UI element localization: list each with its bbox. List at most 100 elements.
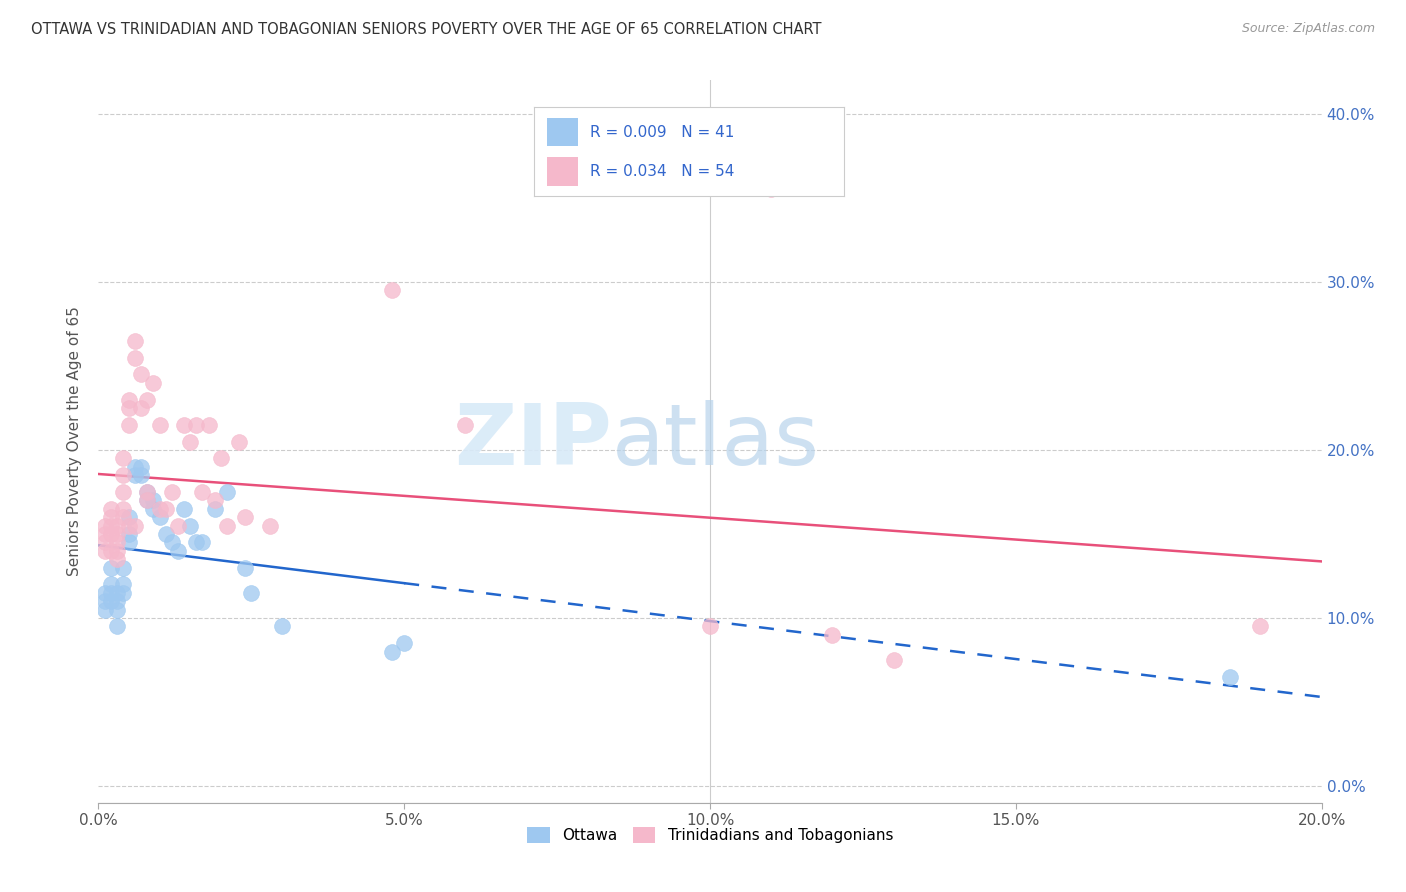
Point: [118, 510, 141, 524]
Point: [124, 459, 146, 474]
Text: Source: ZipAtlas.com: Source: ZipAtlas.com: [1241, 22, 1375, 36]
Legend: Ottawa, Trinidadians and Tobagonians: Ottawa, Trinidadians and Tobagonians: [520, 822, 900, 849]
Text: ZIP: ZIP: [454, 400, 612, 483]
Point: [1219, 670, 1241, 684]
Point: [136, 485, 159, 500]
Point: [105, 586, 128, 600]
Point: [105, 602, 128, 616]
Point: [105, 619, 128, 633]
Point: [111, 468, 134, 483]
Point: [105, 552, 128, 566]
Point: [228, 434, 250, 449]
Point: [204, 493, 226, 508]
Point: [759, 182, 782, 196]
Text: atlas: atlas: [612, 400, 820, 483]
Point: [93, 586, 115, 600]
Point: [111, 485, 134, 500]
Point: [105, 518, 128, 533]
Point: [118, 535, 141, 549]
Text: R = 0.034   N = 54: R = 0.034 N = 54: [591, 164, 734, 178]
Point: [142, 501, 165, 516]
Point: [179, 518, 201, 533]
Point: [111, 586, 134, 600]
Point: [186, 535, 208, 549]
Point: [173, 417, 195, 432]
Point: [142, 376, 165, 390]
Point: [118, 527, 141, 541]
Point: [233, 560, 256, 574]
Point: [259, 518, 281, 533]
Point: [821, 628, 844, 642]
Point: [167, 518, 190, 533]
Point: [111, 577, 134, 591]
Point: [186, 417, 208, 432]
Point: [136, 493, 159, 508]
Point: [155, 527, 177, 541]
Point: [129, 401, 152, 415]
Point: [124, 351, 146, 365]
Point: [149, 510, 172, 524]
Point: [105, 543, 128, 558]
Point: [111, 451, 134, 466]
Point: [191, 535, 214, 549]
Point: [167, 543, 190, 558]
Point: [142, 493, 165, 508]
Point: [215, 485, 238, 500]
Point: [136, 493, 159, 508]
Point: [118, 417, 141, 432]
Point: [118, 392, 141, 407]
Point: [381, 283, 404, 297]
Point: [699, 619, 721, 633]
Point: [124, 334, 146, 348]
Point: [392, 636, 416, 650]
Point: [173, 501, 195, 516]
Point: [240, 586, 263, 600]
Point: [124, 468, 146, 483]
Point: [160, 485, 183, 500]
Point: [129, 468, 152, 483]
Point: [215, 518, 238, 533]
Point: [93, 527, 115, 541]
Point: [179, 434, 201, 449]
Point: [93, 543, 115, 558]
Point: [100, 501, 122, 516]
Point: [118, 518, 141, 533]
Point: [381, 644, 404, 658]
Point: [136, 392, 159, 407]
Point: [100, 510, 122, 524]
Point: [191, 485, 214, 500]
Point: [136, 485, 159, 500]
Point: [124, 518, 146, 533]
Point: [100, 594, 122, 608]
Point: [100, 560, 122, 574]
Point: [100, 518, 122, 533]
FancyBboxPatch shape: [547, 118, 578, 146]
Point: [105, 527, 128, 541]
Point: [209, 451, 232, 466]
Point: [155, 501, 177, 516]
Point: [93, 594, 115, 608]
Point: [93, 518, 115, 533]
FancyBboxPatch shape: [547, 157, 578, 186]
Point: [160, 535, 183, 549]
Point: [883, 653, 905, 667]
Point: [100, 527, 122, 541]
Point: [105, 594, 128, 608]
Point: [270, 619, 292, 633]
Y-axis label: Seniors Poverty Over the Age of 65: Seniors Poverty Over the Age of 65: [67, 307, 83, 576]
Point: [100, 543, 122, 558]
Point: [233, 510, 256, 524]
Point: [454, 417, 477, 432]
Point: [93, 602, 115, 616]
Point: [129, 368, 152, 382]
Point: [93, 535, 115, 549]
Point: [149, 501, 172, 516]
Text: R = 0.009   N = 41: R = 0.009 N = 41: [591, 125, 734, 139]
Point: [118, 401, 141, 415]
Point: [111, 501, 134, 516]
Text: OTTAWA VS TRINIDADIAN AND TOBAGONIAN SENIORS POVERTY OVER THE AGE OF 65 CORRELAT: OTTAWA VS TRINIDADIAN AND TOBAGONIAN SEN…: [31, 22, 821, 37]
Point: [105, 535, 128, 549]
Point: [197, 417, 219, 432]
Point: [204, 501, 226, 516]
Point: [149, 417, 172, 432]
